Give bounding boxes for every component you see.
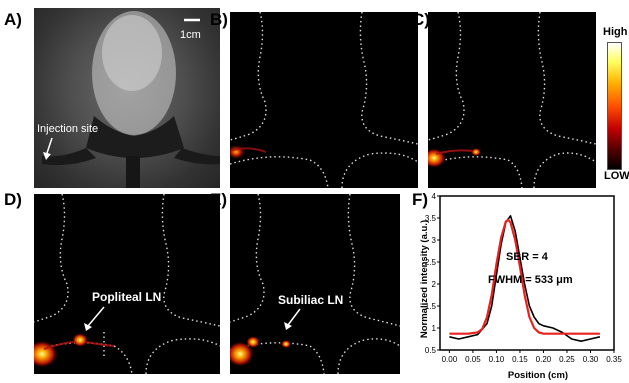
x-axis-title: Position (cm): [508, 370, 568, 380]
y-axis-title: Normalized intensity (a.u.): [419, 220, 430, 338]
injection-site-label: Injection site: [37, 123, 98, 135]
x-tick-label: 0.20: [536, 355, 552, 364]
x-tick-label: 0.00: [442, 355, 458, 364]
y-tick-label: 0.5: [425, 346, 437, 355]
y-tick-label: 2.5: [425, 258, 437, 267]
fluorescence-panel-e: Subiliac LN: [230, 194, 400, 374]
mouse-photo: 1cm Injection site: [34, 8, 220, 188]
panel-f-label: F): [412, 190, 429, 209]
fwhm-annotation: FWHM = 533 μm: [488, 274, 573, 286]
fluorescence-panel-b: [230, 12, 418, 188]
popliteal-ln-label: Popliteal LN: [92, 290, 161, 304]
fluorescence-panel-c: [428, 12, 596, 188]
intensity-profile-chart: 0.00 0.05 0.10 0.15 0.20 0.25 0.30 0.35 0.5 1 1.5 2…: [419, 192, 622, 380]
fluorescence-panel-d: Popliteal LN: [34, 194, 220, 374]
x-tick-label: 0.30: [583, 355, 599, 364]
sbr-annotation: SBR = 4: [506, 251, 549, 263]
y-tick-label: 1.5: [425, 302, 437, 311]
x-tick-label: 0.15: [512, 355, 528, 364]
panel-b-label: B): [210, 10, 228, 29]
gaussian-fit-line: [449, 218, 600, 335]
x-tick-label: 0.05: [465, 355, 481, 364]
colorbar-high-label: High: [603, 26, 628, 38]
panel-e-label: E): [210, 190, 227, 209]
subiliac-ln-label: Subiliac LN: [278, 293, 343, 307]
y-tick-label: 4: [432, 192, 437, 201]
panel-d-label: D): [4, 190, 22, 209]
y-tick-label: 3: [432, 236, 437, 245]
x-tick-label: 0.25: [559, 355, 575, 364]
panel-a-label: A): [4, 10, 22, 29]
scale-bar-label: 1cm: [180, 29, 201, 41]
y-tick-label: 3.5: [425, 214, 437, 223]
y-tick-label: 1: [432, 324, 437, 333]
x-tick-label: 0.10: [489, 355, 505, 364]
y-tick-label: 2: [432, 280, 437, 289]
colorbar: [607, 42, 622, 170]
plot-frame: [439, 195, 615, 351]
x-tick-label: 0.35: [606, 355, 622, 364]
colorbar-low-label: LOW: [604, 170, 629, 182]
panel-c-label: C): [412, 10, 430, 29]
